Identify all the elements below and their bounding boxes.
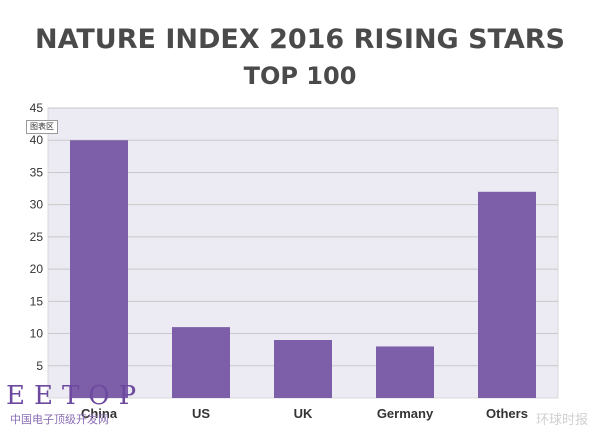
y-tick-label: 5 — [36, 359, 43, 373]
x-tick-label: US — [192, 406, 210, 421]
bar-uk — [274, 340, 332, 398]
x-tick-label: China — [81, 406, 118, 421]
chart-title: NATURE INDEX 2016 RISING STARS — [34, 24, 566, 55]
x-tick-label: Germany — [377, 406, 434, 421]
x-axis-ticks: China US UK Germany Others — [81, 406, 528, 421]
bar-us — [172, 327, 230, 398]
chart-subtitle: TOP 100 — [243, 62, 357, 90]
watermark-logo: EETOP — [6, 381, 146, 411]
watermark-site: 中国电子顶级开发网 — [10, 413, 109, 426]
watermark-source: 环球时报 — [536, 413, 589, 428]
y-axis-ticks: 5 10 15 20 25 30 35 40 45 — [30, 101, 44, 373]
bar-china — [70, 140, 128, 398]
y-tick-label: 45 — [30, 101, 44, 115]
y-tick-label: 10 — [30, 327, 44, 341]
y-tick-label: 30 — [30, 198, 44, 212]
y-tick-label: 20 — [30, 262, 44, 276]
bar-others — [478, 191, 536, 398]
x-tick-label: Others — [486, 406, 528, 421]
y-tick-label: 35 — [30, 165, 44, 179]
y-tick-label: 25 — [30, 230, 44, 244]
x-tick-label: UK — [294, 406, 313, 421]
y-tick-label: 40 — [30, 133, 44, 147]
bars — [70, 140, 536, 398]
bar-germany — [376, 346, 434, 398]
chart-area-tag[interactable]: 图表区 — [26, 120, 58, 134]
y-tick-label: 15 — [30, 294, 44, 308]
gridlines — [48, 107, 558, 367]
